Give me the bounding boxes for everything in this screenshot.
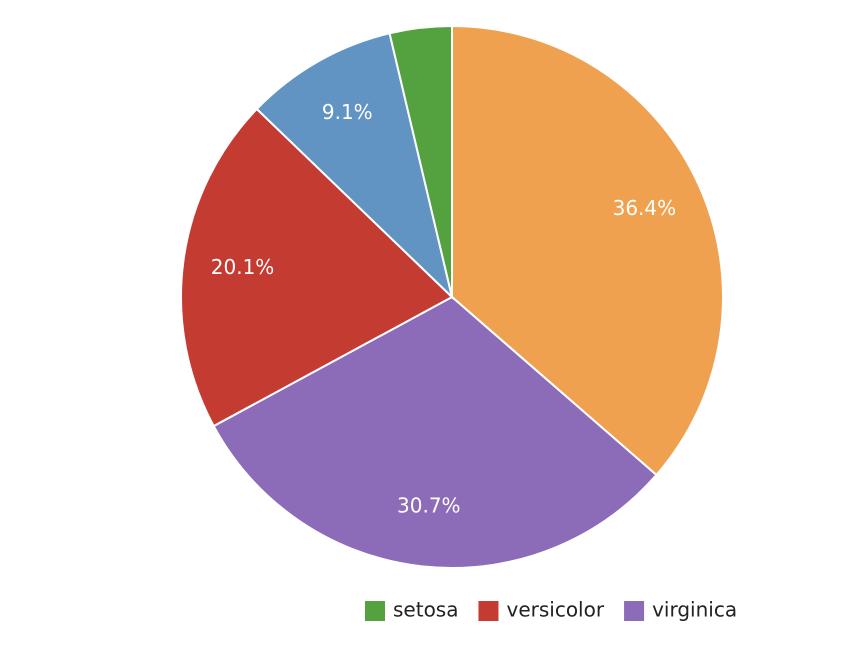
legend-swatch	[365, 601, 385, 621]
legend-swatch	[624, 601, 645, 621]
slice-label: 20.1%	[211, 255, 275, 279]
legend-label: versicolor	[506, 598, 604, 622]
pie-slice	[255, 32, 454, 301]
legend-swatch	[478, 601, 499, 621]
slice-label: 30.7%	[397, 494, 461, 518]
legend-label: setosa	[393, 598, 458, 622]
pie-slice	[451, 24, 724, 477]
slice-label: 36.4%	[613, 196, 677, 220]
pie-slice	[212, 295, 658, 569]
pie-slice	[388, 24, 453, 298]
legend-label: virginica	[652, 598, 737, 622]
pie-slice	[180, 107, 454, 428]
slice-label: 9.1%	[322, 100, 373, 124]
